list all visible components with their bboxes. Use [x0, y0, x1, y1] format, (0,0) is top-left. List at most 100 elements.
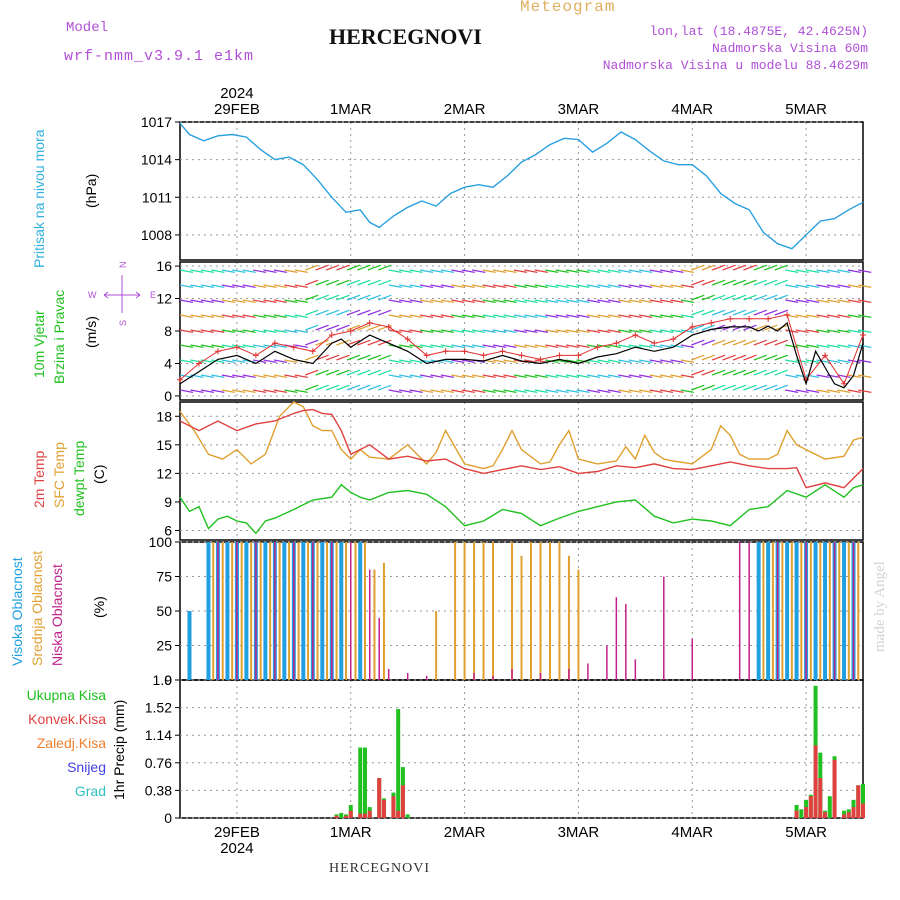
wind-barb: [586, 269, 601, 273]
wind-barb: [649, 344, 663, 348]
wind-barb: [649, 299, 663, 303]
wind-barb: [837, 269, 851, 273]
wind-barb: [847, 269, 861, 273]
wind-barb: [378, 384, 392, 391]
wind-barb: [315, 294, 329, 301]
gust-marker: [423, 352, 430, 359]
wind-barb: [680, 329, 694, 333]
wind-barb: [399, 269, 413, 273]
wind-barb: [232, 344, 246, 348]
wind-barb: [639, 389, 653, 393]
precip-conv-bar: [804, 807, 809, 818]
y-tick-label: 0: [164, 810, 172, 826]
y-tick-label: 18: [156, 408, 172, 424]
gust-marker: [727, 315, 734, 322]
wind-barb: [534, 374, 548, 378]
elevation-label: Nadmorska Visina 60m: [711, 41, 868, 56]
wind-barb: [785, 389, 799, 393]
wind-barb: [461, 359, 475, 363]
wind-barb: [440, 299, 454, 303]
wind-barb: [336, 369, 350, 376]
wind-barb: [701, 369, 715, 376]
wind-barb: [211, 314, 225, 318]
wind-barb: [492, 329, 507, 333]
wind-barb: [576, 314, 590, 318]
wind-barb: [378, 294, 392, 301]
wind-barb: [858, 299, 872, 303]
wind-barb: [743, 279, 757, 286]
wind-barb: [565, 374, 580, 378]
wind-barb: [346, 384, 361, 391]
gust-marker: [252, 352, 259, 359]
cloud-low-bar: [255, 542, 257, 680]
precip-conv-bar: [823, 812, 828, 818]
wind-barb: [503, 374, 517, 378]
wind-barb: [200, 329, 214, 333]
wind-barb: [545, 374, 559, 378]
wind-barb: [263, 299, 277, 303]
wind-barb: [597, 329, 611, 333]
cloud-mid-bar: [567, 555, 570, 680]
wind-barb: [597, 269, 611, 273]
wind-barb: [649, 269, 663, 273]
wind-barb: [774, 294, 788, 301]
wind-barb: [357, 264, 371, 271]
cloud-mid-bar: [363, 542, 366, 680]
wind-barb: [200, 314, 214, 318]
wind-barb: [325, 309, 340, 316]
y-tick-label: 12: [156, 291, 172, 307]
model-name: wrf-nmm_v3.9.1 e1km: [64, 48, 255, 65]
wind-barb: [211, 374, 225, 378]
dewpt-title: dewpt Temp: [71, 441, 87, 516]
wind-barb: [711, 294, 726, 301]
pressure-ylabel: (hPa): [83, 174, 99, 208]
cloud-mid-bar: [221, 542, 224, 680]
wind-barb: [232, 269, 246, 273]
wind-barb: [325, 324, 340, 331]
wind-barb: [242, 389, 256, 393]
y-tick-label: 1.52: [145, 700, 172, 716]
wind-barb: [785, 284, 799, 288]
wind-barb: [305, 324, 319, 331]
wind-barb: [492, 284, 507, 288]
cloud-low-bar: [387, 668, 390, 680]
cloud-mid-bar: [473, 542, 476, 680]
wind-barb: [639, 299, 653, 303]
wind-barb: [325, 369, 340, 376]
wind-barb: [399, 374, 413, 378]
y-tick-label: 0: [164, 672, 172, 688]
t2m-title: 2m Temp: [31, 450, 47, 508]
wind-barb: [565, 329, 580, 333]
precip-conv-bar: [794, 810, 799, 818]
wind-barb: [221, 359, 235, 363]
cloud-mid-bar: [762, 542, 765, 680]
panel-frame-2: [179, 401, 864, 541]
cloud-mid-bar: [492, 542, 495, 680]
cloud-mid-bar: [847, 542, 850, 680]
wind-barb: [294, 329, 308, 333]
wind-barb: [586, 299, 601, 303]
gust-marker: [670, 336, 677, 343]
wind-barb: [837, 284, 851, 288]
wind-barb: [639, 314, 653, 318]
wind-barb: [430, 344, 444, 348]
wind-barb: [691, 369, 705, 376]
wind-barb: [680, 389, 694, 393]
wind-barb: [639, 269, 653, 273]
wind-barb: [545, 329, 559, 333]
y-tick-label: 8: [164, 323, 172, 339]
wind-barb: [837, 344, 851, 348]
wind-barb: [597, 359, 611, 363]
x-bottom-tick-label: 29FEB: [214, 824, 260, 841]
wind-barb: [711, 384, 726, 391]
wind-barb: [284, 284, 298, 288]
wind-barb: [451, 344, 465, 348]
cloud-low-bar: [615, 597, 618, 680]
wind-barb: [472, 389, 486, 393]
wind-barb: [367, 324, 382, 331]
y-tick-label: 4: [164, 355, 172, 371]
precip-conv-bar: [813, 745, 818, 818]
wind-barb: [764, 369, 778, 376]
wind-barb: [252, 269, 267, 273]
compass-s: S: [118, 320, 128, 326]
